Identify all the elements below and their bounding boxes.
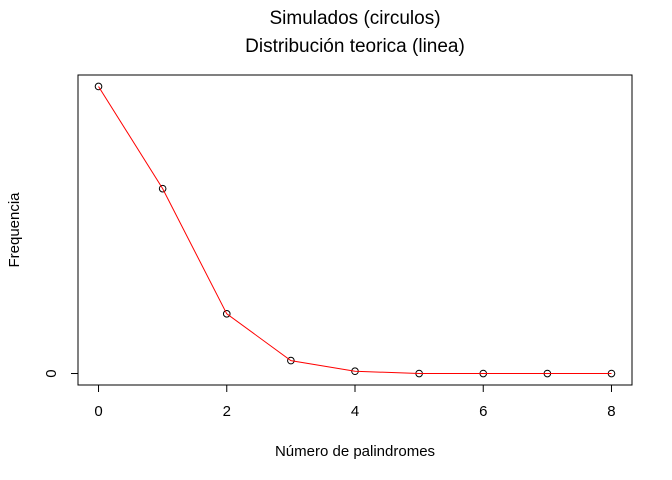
y-axis-label: Frequencia xyxy=(6,192,23,268)
plot-frame xyxy=(77,74,633,386)
x-tick-label: 0 xyxy=(94,403,102,420)
x-tick-label: 4 xyxy=(351,403,359,420)
series-layer xyxy=(94,82,616,378)
x-tick-label: 6 xyxy=(479,403,487,420)
y-tick-label: 0 xyxy=(43,369,60,377)
x-axis-label: Número de palindromes xyxy=(275,443,435,460)
chart-subtitle: Distribución teorica (linea) xyxy=(245,36,465,57)
series-line xyxy=(98,86,612,375)
y-axis: 0 xyxy=(43,369,78,378)
data-point xyxy=(94,82,103,91)
chart-title: Simulados (circulos) xyxy=(269,8,440,29)
data-point xyxy=(158,184,167,193)
x-tick-label: 8 xyxy=(607,403,615,420)
x-axis: 0 2 4 6 8 xyxy=(94,384,616,420)
data-point xyxy=(222,310,231,318)
x-tick-label: 2 xyxy=(223,403,231,420)
data-point xyxy=(287,356,295,365)
